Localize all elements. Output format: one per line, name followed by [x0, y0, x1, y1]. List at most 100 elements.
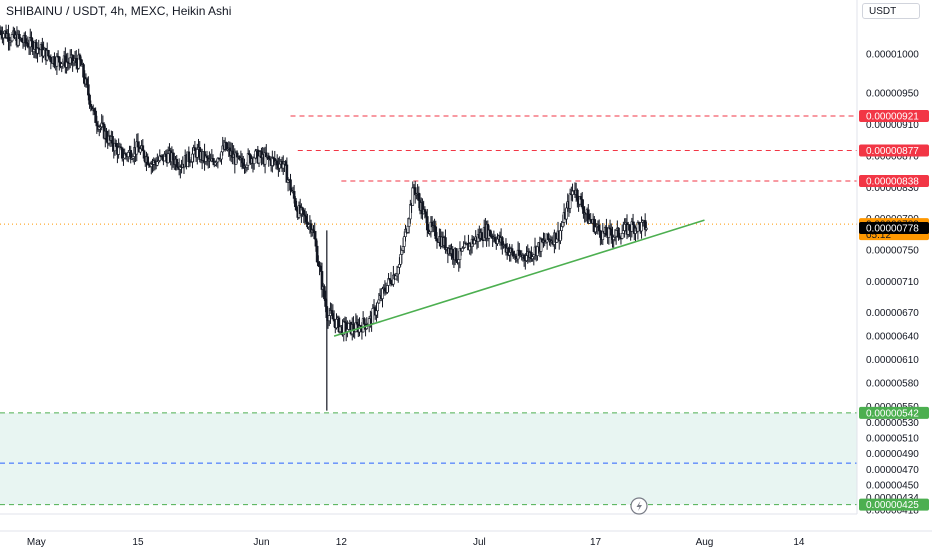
candle	[240, 157, 244, 164]
price-tag-bg	[859, 222, 929, 235]
candle	[580, 199, 584, 208]
y-tick-label: 0.00000470	[866, 465, 919, 476]
candle	[381, 288, 384, 299]
candle	[480, 232, 484, 241]
candle	[117, 146, 120, 155]
candle	[295, 206, 298, 211]
candle	[376, 302, 379, 312]
candle	[246, 153, 250, 166]
candle	[94, 110, 97, 123]
price-tag-label: 0.00000542	[866, 408, 919, 419]
candle	[473, 240, 476, 245]
candle	[175, 158, 179, 168]
candles	[0, 24, 648, 411]
candle	[579, 196, 583, 200]
candle	[275, 160, 279, 166]
candle	[402, 236, 406, 247]
lightning-icon[interactable]	[630, 497, 648, 515]
price-tag: 0.00000542	[859, 406, 929, 419]
candle	[599, 230, 602, 238]
x-tick-label: Jul	[473, 537, 486, 548]
candle	[58, 56, 61, 63]
price-tag-label: 0.00000778	[866, 224, 919, 235]
candle	[289, 179, 292, 191]
candle	[30, 37, 33, 42]
y-tick-label: 0.00000610	[866, 355, 919, 366]
candle	[95, 122, 99, 127]
candle	[501, 237, 504, 246]
currency-button[interactable]: USDT	[862, 3, 920, 19]
candle	[153, 160, 157, 164]
candle	[386, 285, 389, 293]
candle	[609, 228, 613, 236]
candle	[347, 323, 350, 330]
candle	[560, 226, 563, 231]
candle	[7, 33, 10, 42]
x-tick-label: Jun	[253, 537, 269, 548]
trendline[interactable]	[333, 219, 705, 337]
candle	[536, 246, 539, 256]
candle	[301, 207, 304, 211]
y-tick-label: 0.00000910	[866, 120, 919, 131]
candle	[47, 50, 50, 57]
y-tick-label: 0.00000580	[866, 379, 919, 390]
candle	[252, 157, 256, 164]
candle	[142, 150, 146, 159]
price-tag-label: 0.00000921	[866, 111, 919, 122]
candle	[74, 58, 78, 63]
price-tag-bg	[859, 406, 929, 419]
candle	[139, 148, 142, 153]
candle	[302, 209, 306, 216]
y-tick-label: 0.00000510	[866, 433, 919, 444]
candle	[87, 84, 90, 96]
candle	[620, 233, 624, 239]
candle	[49, 56, 53, 63]
candle	[425, 216, 429, 231]
candle	[105, 130, 108, 140]
y-tick-label: 0.00000450	[866, 481, 919, 492]
y-tick-label: 0.00000490	[866, 449, 919, 460]
candle	[508, 252, 511, 256]
candle	[0, 30, 3, 36]
price-tag-bg	[859, 109, 929, 122]
price-tag: 0.00000838	[859, 174, 929, 187]
candle	[605, 226, 608, 236]
candle	[547, 233, 550, 240]
candle	[254, 150, 257, 159]
y-tick-label: 0.00000750	[866, 245, 919, 256]
candle	[156, 161, 159, 166]
candle	[510, 248, 514, 253]
candle	[406, 225, 410, 233]
candle	[24, 35, 27, 43]
candle	[315, 245, 319, 263]
candle	[129, 150, 133, 160]
candle	[407, 218, 411, 227]
y-tick-label: 0.00001000	[866, 50, 919, 61]
candle	[399, 254, 402, 265]
ascending-trendline[interactable]	[333, 219, 705, 337]
candle	[488, 229, 492, 237]
price-tag: 0.00000778	[859, 222, 929, 235]
candle	[211, 158, 215, 162]
x-tick-label: May	[27, 537, 46, 548]
candle	[68, 57, 72, 64]
candle	[617, 227, 620, 238]
candle	[323, 286, 326, 300]
candle	[20, 38, 24, 43]
candle	[55, 55, 59, 67]
candle	[220, 151, 223, 160]
candle	[363, 318, 366, 325]
candle	[166, 153, 170, 164]
candle	[245, 164, 249, 168]
candle	[424, 212, 428, 217]
y-tick-label: 0.00000950	[866, 89, 919, 100]
candle	[196, 149, 199, 158]
candle	[304, 215, 308, 223]
candle	[317, 261, 320, 267]
candle	[257, 155, 261, 164]
candle	[411, 187, 415, 206]
candle	[88, 94, 91, 105]
candle	[389, 279, 393, 285]
candle	[568, 193, 572, 209]
